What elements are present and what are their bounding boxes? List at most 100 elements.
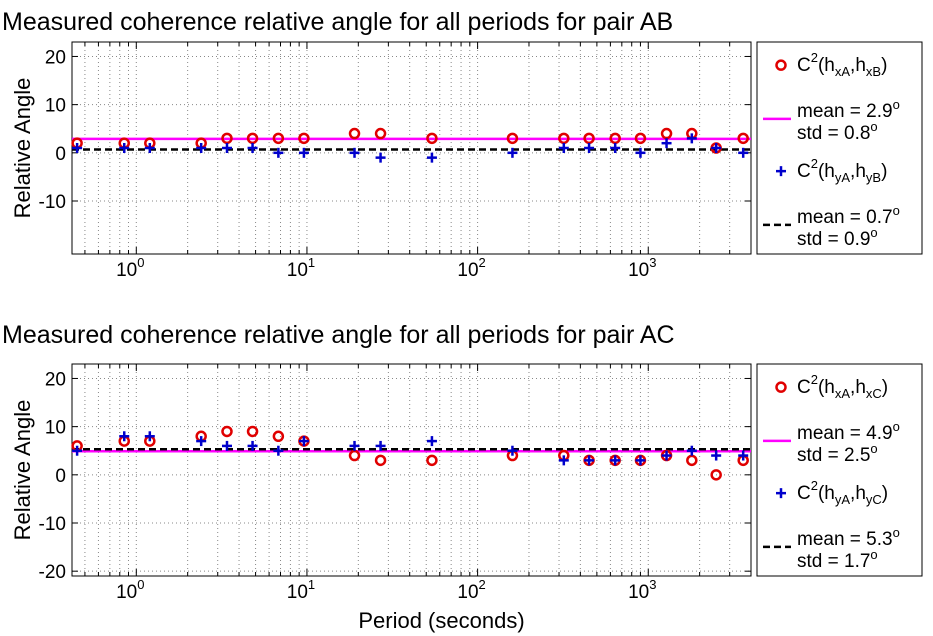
data-point-circle: [374, 454, 387, 467]
x-tick-base: 10: [287, 260, 308, 281]
data-point-plus: [686, 133, 697, 144]
legend-entry-circle: C2(hxA,hxB): [797, 50, 887, 79]
legend-std-2: std = 0.9o: [797, 225, 878, 250]
data-point-plus: [273, 445, 284, 456]
y-tick-label: 0: [55, 144, 66, 165]
data-point-plus: [196, 436, 207, 447]
grid: [72, 364, 752, 576]
legend-text-part: ,h: [850, 483, 866, 504]
data-point-plus: [247, 143, 258, 153]
legend-text-part: o: [893, 525, 900, 540]
data-point-plus: [711, 143, 722, 153]
legend-text-part: 2: [811, 372, 818, 387]
data-point-circle: [348, 127, 361, 140]
legend-text-part: mean = 0.7: [797, 207, 893, 228]
data-point-circle: [583, 132, 595, 145]
x-tick-label: 103: [628, 255, 656, 281]
series-2: [72, 431, 749, 466]
data-point-plus: [584, 455, 595, 466]
data-point-plus: [661, 450, 672, 461]
legend-text-part: yB: [866, 170, 881, 185]
x-axis-label: Period (seconds): [358, 608, 524, 633]
plot-area: [72, 364, 751, 576]
x-tick-label: 102: [457, 255, 485, 281]
chart-title: Measured coherence relative angle for al…: [2, 321, 675, 349]
data-point-circle: [246, 132, 259, 145]
legend-text-part: (h: [818, 161, 835, 182]
y-axis-label: Relative Angle: [10, 78, 35, 219]
x-tick-label: 100: [116, 255, 144, 281]
data-point-plus: [635, 147, 646, 158]
data-point-plus: [738, 450, 749, 461]
data-point-circle: [634, 132, 647, 145]
x-tick-exponent: 3: [649, 255, 656, 270]
legend-text-part: ): [881, 161, 887, 182]
series-2: [72, 133, 749, 163]
data-point-circle: [426, 454, 438, 467]
legend-text-part: xB: [866, 64, 881, 79]
data-point-plus: [349, 440, 360, 451]
legend-text-part: o: [870, 119, 877, 134]
data-point-circle: [272, 132, 285, 145]
data-point-plus: [375, 152, 386, 163]
legend-text-part: ): [881, 55, 887, 76]
data-point-circle: [660, 127, 673, 140]
legend-std-1: std = 0.8o: [797, 119, 878, 144]
x-tick-label: 100: [116, 577, 144, 603]
chart-panel-2: Measured coherence relative angle for al…: [2, 321, 923, 633]
legend-text-part: std = 0.8: [797, 123, 870, 144]
data-point-plus: [144, 431, 155, 442]
legend-text-part: C: [797, 483, 811, 504]
data-point-circle: [506, 132, 519, 145]
legend-text-part: 2: [811, 50, 818, 65]
data-point-circle: [246, 425, 259, 438]
data-point-plus: [196, 143, 207, 153]
x-tick-exponent: 1: [308, 255, 315, 270]
plot-area: [72, 42, 751, 254]
legend-text-part: o: [893, 419, 900, 434]
data-point-plus: [686, 445, 697, 456]
legend-circle-symbol: [775, 381, 787, 393]
data-point-circle: [272, 430, 285, 443]
y-tick-label: 10: [45, 418, 66, 439]
data-point-plus: [247, 440, 258, 451]
legend-text-part: mean = 2.9: [797, 101, 893, 122]
data-point-plus: [298, 147, 309, 158]
axes-box: [71, 41, 752, 255]
data-point-plus: [221, 143, 232, 153]
data-point-plus: [507, 445, 518, 456]
data-point-plus: [711, 450, 722, 461]
data-point-plus: [72, 143, 83, 153]
x-tick-exponent: 0: [137, 255, 144, 270]
chart-panel-1: Measured coherence relative angle for al…: [2, 8, 923, 281]
x-tick-base: 10: [287, 582, 308, 603]
x-tick-exponent: 2: [479, 255, 486, 270]
data-point-plus: [426, 436, 437, 447]
legend-mean-1: mean = 2.9o: [797, 97, 900, 122]
legend-text-part: xA: [835, 64, 851, 79]
legend-std-1: std = 2.5o: [797, 441, 878, 466]
y-tick-label: 0: [55, 466, 66, 487]
legend-std-2: std = 1.7o: [797, 547, 878, 572]
data-point-plus: [375, 440, 386, 451]
axes-box: [71, 363, 752, 577]
x-tick-base: 10: [457, 260, 478, 281]
data-point-plus: [558, 455, 569, 466]
legend-entry-circle: C2(hxA,hxC): [797, 372, 888, 401]
legend-text-part: xA: [835, 386, 851, 401]
data-point-plus: [558, 143, 569, 153]
y-axis-label: Relative Angle: [10, 400, 35, 541]
y-tick-label: -10: [39, 192, 66, 213]
x-tick-base: 10: [116, 260, 137, 281]
legend-text-part: ,h: [850, 55, 866, 76]
legend-text-part: o: [893, 203, 900, 218]
legend-plus-symbol: [776, 488, 786, 499]
x-tick-label: 102: [457, 577, 485, 603]
legend-text-part: C: [797, 161, 811, 182]
legend-mean-2: mean = 0.7o: [797, 203, 900, 228]
data-point-plus: [610, 143, 621, 153]
data-point-circle: [348, 449, 361, 462]
